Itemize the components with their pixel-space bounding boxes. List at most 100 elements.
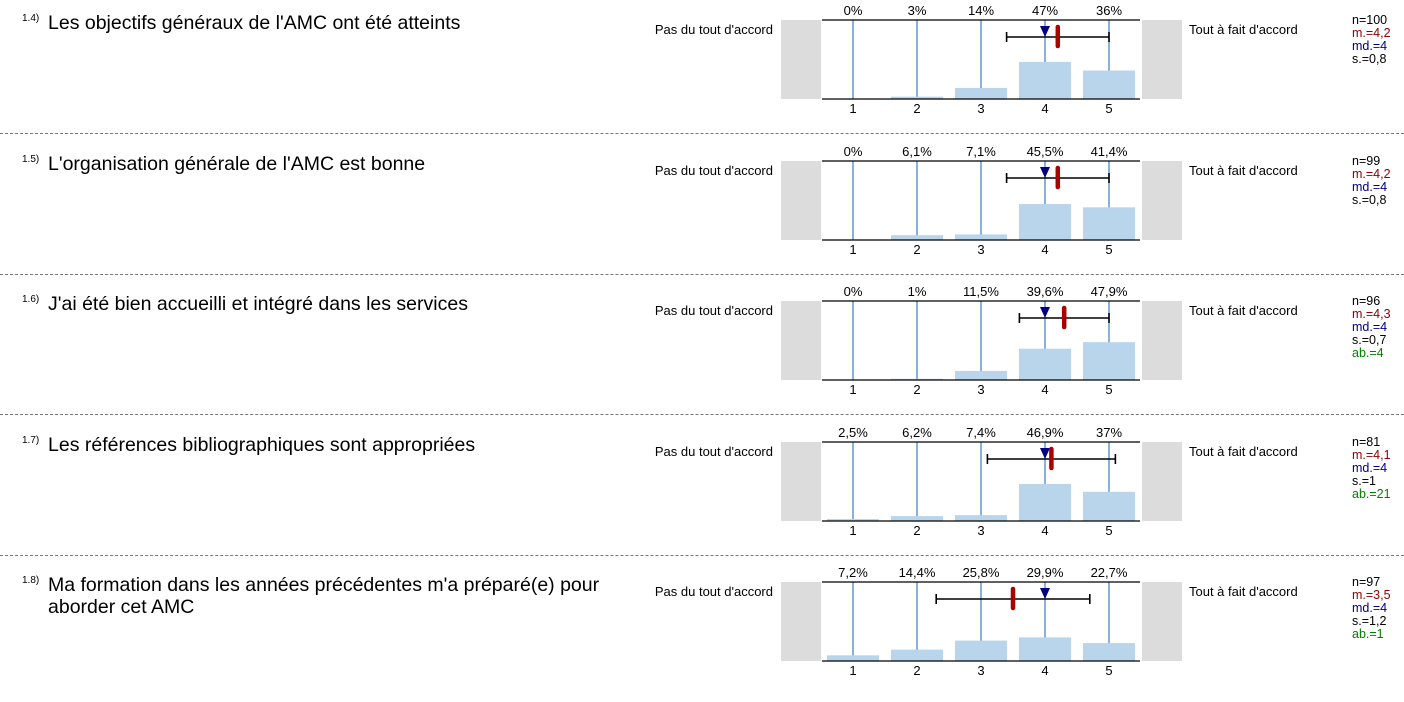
bar-1 xyxy=(827,655,879,661)
scale-left-cap xyxy=(781,160,821,240)
stat-count: n=96 xyxy=(1352,294,1381,308)
scale-right-label: Tout à fait d'accord xyxy=(1189,162,1298,178)
percent-label: 0% xyxy=(844,3,863,18)
question-text: L'organisation générale de l'AMC est bon… xyxy=(48,152,426,175)
question-number: 1.6) xyxy=(22,294,40,305)
item-separator xyxy=(0,133,1404,134)
percent-label: 6,2% xyxy=(902,425,932,440)
bar-3 xyxy=(955,514,1007,521)
percent-label: 36% xyxy=(1096,3,1122,18)
percent-label: 0% xyxy=(844,144,863,159)
percent-label: 29,9% xyxy=(1027,565,1064,580)
stat-median: md.=4 xyxy=(1352,460,1388,475)
question-text: Les objectifs généraux de l'AMC ont été … xyxy=(48,12,461,34)
scale-left-cap xyxy=(781,582,821,661)
stats-box: n=100 m.=4,2 md.=4 s.=0,8 xyxy=(1352,14,1391,66)
stat-mean: m.=4,2 xyxy=(1352,26,1391,40)
question-item: 1.7) Les références bibliographiques sont… xyxy=(0,422,1404,562)
category-tick-label: 1 xyxy=(849,523,856,538)
stat-sd: s.=1,2 xyxy=(1352,614,1387,628)
distribution-chart: 2,5% 6,2% 7,4% 46,9% 37% 1 2 3 4 5 xyxy=(781,425,1182,538)
category-tick-label: 3 xyxy=(977,663,984,678)
bar-3 xyxy=(955,640,1007,661)
bar-5 xyxy=(1083,206,1135,240)
stats-box: n=99 m.=4,2 md.=4 s.=0,8 xyxy=(1352,154,1391,207)
scale-left-label: Pas du tout d'accord xyxy=(654,162,773,178)
bar-2 xyxy=(891,515,943,521)
percent-label: 0% xyxy=(844,284,863,299)
question-number: 1.5) xyxy=(22,153,40,165)
stat-abstentions: ab.=4 xyxy=(1352,346,1384,360)
category-tick-label: 1 xyxy=(849,242,856,257)
percent-label: 7,2% xyxy=(838,565,868,580)
question-item: 1.8) Ma formation dans les années précéde… xyxy=(0,562,1404,702)
stats-box: n=96 m.=4,3 md.=4 s.=0,7 ab.=4 xyxy=(1352,295,1391,360)
scale-right-label: Tout à fait d'accord xyxy=(1189,443,1298,459)
stat-sd: s.=0,8 xyxy=(1352,192,1387,207)
question-text: Les références bibliographiques sont app… xyxy=(48,433,476,456)
question-text: Ma formation dans les années précédentes… xyxy=(48,574,600,618)
category-tick-label: 4 xyxy=(1041,242,1048,257)
scale-left-cap xyxy=(781,441,821,521)
percent-label: 11,5% xyxy=(963,284,999,299)
category-tick-label: 3 xyxy=(977,382,984,397)
percent-label: 2,5% xyxy=(838,425,868,440)
median-marker xyxy=(1040,166,1050,178)
percent-label: 3% xyxy=(908,3,927,18)
category-tick-label: 1 xyxy=(849,663,856,678)
stat-sd: s.=0,7 xyxy=(1352,333,1387,347)
category-tick-label: 2 xyxy=(913,382,920,397)
category-tick-label: 5 xyxy=(1105,523,1112,538)
category-tick-label: 1 xyxy=(849,101,856,116)
question-item: 1.4) Les objectifs généraux de l'AMC ont … xyxy=(0,0,1404,140)
scale-right-label: Tout à fait d'accord xyxy=(1189,303,1298,318)
distribution-chart: 0% 3% 14% 47% 36% 1 2 3 4 5 xyxy=(781,3,1182,116)
bar-2 xyxy=(891,96,943,99)
percent-label: 6,1% xyxy=(902,144,932,159)
category-tick-label: 2 xyxy=(913,663,920,678)
scale-left-cap xyxy=(781,301,821,380)
category-tick-label: 2 xyxy=(913,523,920,538)
scale-right-cap xyxy=(1142,301,1182,380)
distribution-chart: 0% 6,1% 7,1% 45,5% 41,4% 1 2 3 4 5 xyxy=(781,144,1182,257)
stat-mean: m.=4,3 xyxy=(1352,307,1391,321)
stat-abstentions: ab.=1 xyxy=(1352,627,1384,641)
stats-box: n=81 m.=4,1 md.=4 s.=1 ab.=21 xyxy=(1352,435,1391,501)
bar-4 xyxy=(1019,637,1071,661)
distribution-chart: 7,2% 14,4% 25,8% 29,9% 22,7% 1 2 3 4 5 xyxy=(781,565,1182,678)
question-number: 1.7) xyxy=(22,434,40,446)
stat-median: md.=4 xyxy=(1352,39,1388,53)
percent-label: 22,7% xyxy=(1091,565,1128,580)
percent-label: 14,4% xyxy=(899,565,936,580)
scale-right-cap xyxy=(1142,441,1182,521)
percent-label: 47,9% xyxy=(1091,284,1128,299)
percent-label: 45,5% xyxy=(1027,144,1064,159)
stat-count: n=100 xyxy=(1352,13,1388,27)
percent-label: 14% xyxy=(968,3,994,18)
median-marker xyxy=(1040,447,1050,459)
bar-2 xyxy=(891,234,943,240)
stat-mean: m.=4,2 xyxy=(1352,166,1391,181)
category-tick-label: 3 xyxy=(977,242,984,257)
category-tick-label: 5 xyxy=(1105,382,1112,397)
category-tick-label: 5 xyxy=(1105,242,1112,257)
category-tick-label: 2 xyxy=(913,242,920,257)
stat-median: md.=4 xyxy=(1352,179,1388,194)
category-tick-label: 4 xyxy=(1041,382,1048,397)
question-item: 1.5) L'organisation générale de l'AMC est… xyxy=(0,141,1404,281)
question-number: 1.8) xyxy=(22,575,40,586)
percent-label: 7,4% xyxy=(966,425,996,440)
median-marker xyxy=(1040,588,1050,599)
bar-4 xyxy=(1019,483,1071,521)
bar-3 xyxy=(955,370,1007,380)
bar-3 xyxy=(955,233,1007,240)
category-tick-label: 4 xyxy=(1041,523,1048,538)
category-tick-label: 4 xyxy=(1041,663,1048,678)
percent-label: 7,1% xyxy=(966,144,996,159)
percent-label: 25,8% xyxy=(963,565,1000,580)
bar-2 xyxy=(891,649,943,661)
stat-count: n=97 xyxy=(1352,575,1381,589)
scale-left-cap xyxy=(781,20,821,99)
question-text: J'ai été bien accueilli et intégré dans … xyxy=(48,293,468,315)
scale-left-label: Pas du tout d'accord xyxy=(654,443,773,459)
